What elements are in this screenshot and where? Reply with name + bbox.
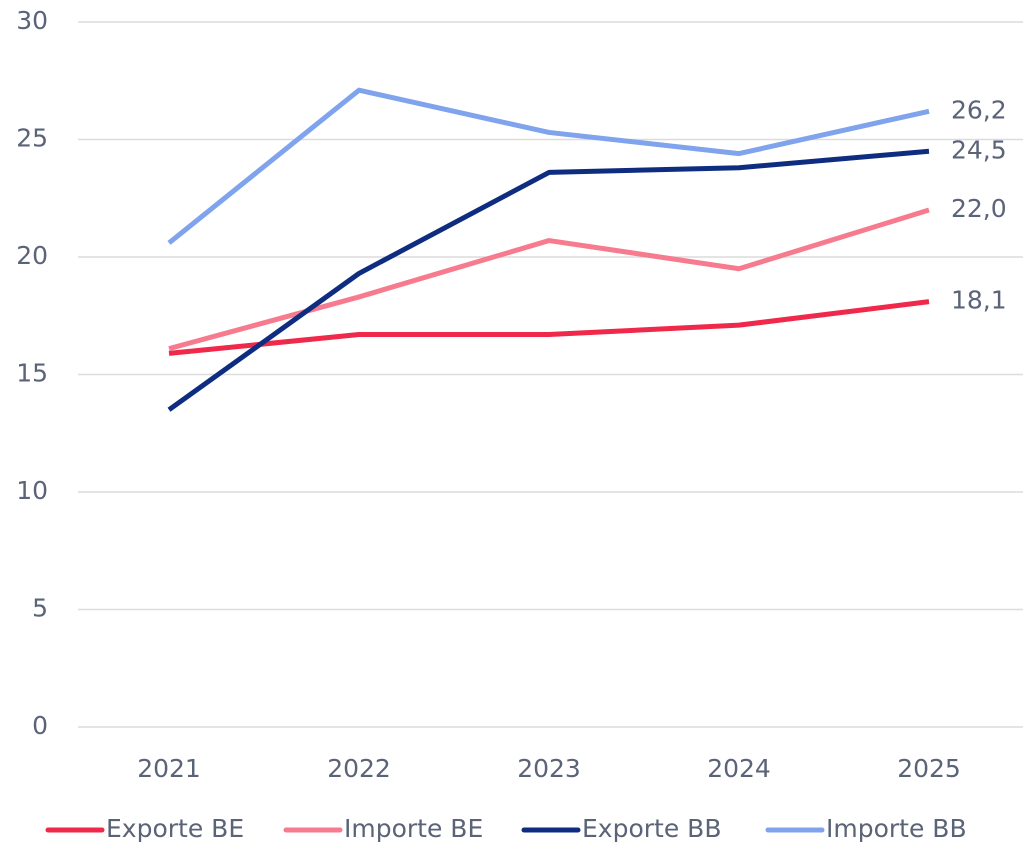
legend-label: Importe BE <box>344 814 483 843</box>
x-tick-label: 2025 <box>897 754 961 783</box>
x-tick-label: 2021 <box>137 754 201 783</box>
legend-label: Exporte BE <box>106 814 244 843</box>
value-label: 24,5 <box>951 135 1007 164</box>
legend-label: Importe BB <box>826 814 967 843</box>
series-line <box>168 299 930 356</box>
series-line <box>168 207 930 352</box>
y-tick-label: 15 <box>16 359 48 388</box>
x-tick-label: 2022 <box>327 754 391 783</box>
x-tick-label: 2024 <box>707 754 771 783</box>
value-label: 18,1 <box>951 286 1007 315</box>
legend-label: Exporte BB <box>582 814 721 843</box>
series-line <box>167 148 930 412</box>
y-tick-label: 20 <box>16 241 48 270</box>
x-tick-label: 2023 <box>517 754 581 783</box>
y-tick-label: 0 <box>32 711 48 740</box>
series-line <box>167 87 930 245</box>
y-tick-label: 5 <box>32 594 48 623</box>
value-label: 22,0 <box>951 194 1007 223</box>
y-tick-label: 30 <box>16 6 48 35</box>
y-tick-label: 10 <box>16 476 48 505</box>
y-tick-label: 25 <box>16 124 48 153</box>
value-label: 26,2 <box>951 95 1007 124</box>
